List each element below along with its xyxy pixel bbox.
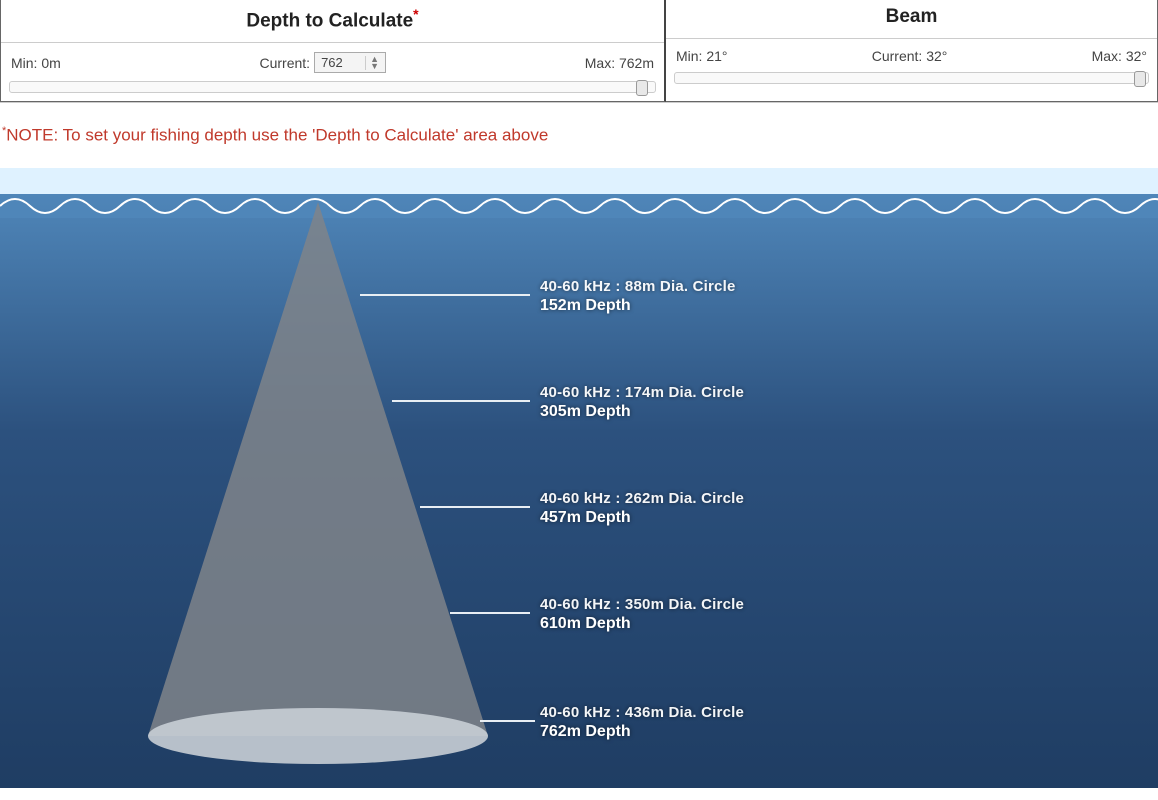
beam-max-label: Max: 32° [1092,48,1147,64]
depth-slider-thumb[interactable] [636,80,648,96]
depth-rule [392,400,530,402]
beam-values-row: Min: 21° Current: 32° Max: 32° [666,39,1157,68]
beam-title: Beam [666,0,1157,39]
depth-rule [450,612,530,614]
depth-max-label: Max: 762m [585,55,654,71]
depth-label: 40-60 kHz : 436m Dia. Circle 762m Depth [540,704,744,741]
depth-label: 40-60 kHz : 174m Dia. Circle 305m Depth [540,384,744,421]
required-asterisk: * [413,6,418,22]
beam-slider[interactable] [674,72,1149,84]
depth-label: 40-60 kHz : 262m Dia. Circle 457m Depth [540,490,744,527]
depth-label: 40-60 kHz : 350m Dia. Circle 610m Depth [540,596,744,633]
depth-label: 40-60 kHz : 88m Dia. Circle 152m Depth [540,278,736,315]
depth-current: Current: 762 ▲ ▼ [259,52,386,73]
controls-row: Depth to Calculate* Min: 0m Current: 762… [0,0,1158,103]
chevron-down-icon[interactable]: ▼ [370,63,379,70]
depth-label-line1: 40-60 kHz : 350m Dia. Circle [540,596,744,613]
depth-rule [360,294,530,296]
depth-title: Depth to Calculate* [1,0,664,43]
note-text: *NOTE: To set your fishing depth use the… [0,103,1158,168]
beam-current-label: Current: 32° [872,48,948,64]
depth-input[interactable]: 762 ▲ ▼ [314,52,386,73]
depth-current-label: Current: [259,55,310,71]
note-body: NOTE: To set your fishing depth use the … [6,126,548,145]
depth-label-line1: 40-60 kHz : 174m Dia. Circle [540,384,744,401]
depth-label-line2: 305m Depth [540,403,744,421]
cone-body [148,202,488,736]
depth-min-label: Min: 0m [11,55,61,71]
sonar-diagram: 40-60 kHz : 88m Dia. Circle152m Depth40-… [0,168,1158,788]
beam-slider-thumb[interactable] [1134,71,1146,87]
depth-label-line1: 40-60 kHz : 262m Dia. Circle [540,490,744,507]
depth-input-value: 762 [321,55,343,70]
depth-label-line2: 457m Depth [540,509,744,527]
depth-stepper[interactable]: ▲ ▼ [365,56,379,70]
depth-title-text: Depth to Calculate [246,10,413,31]
depth-values-row: Min: 0m Current: 762 ▲ ▼ Max: 762m [1,43,664,77]
depth-panel: Depth to Calculate* Min: 0m Current: 762… [0,0,666,102]
depth-label-line2: 610m Depth [540,615,744,633]
depth-slider[interactable] [9,81,656,93]
depth-label-line2: 152m Depth [540,297,736,315]
depth-rule [480,720,535,722]
beam-min-label: Min: 21° [676,48,728,64]
cone-base [148,708,488,764]
depth-label-line1: 40-60 kHz : 436m Dia. Circle [540,704,744,721]
depth-rule [420,506,530,508]
depth-label-line2: 762m Depth [540,723,744,741]
depth-label-line1: 40-60 kHz : 88m Dia. Circle [540,278,736,295]
beam-panel: Beam Min: 21° Current: 32° Max: 32° [666,0,1158,102]
